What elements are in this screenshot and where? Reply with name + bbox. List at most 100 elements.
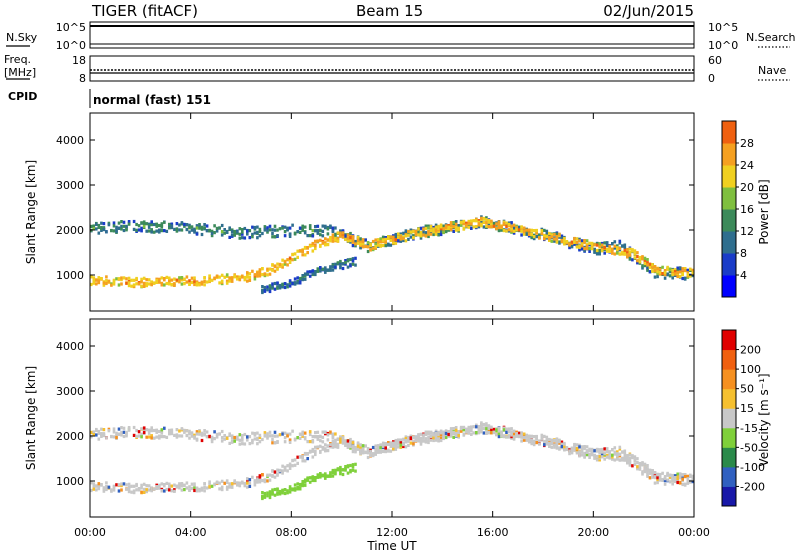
power-cell: [293, 282, 297, 286]
power-cell: [505, 224, 508, 228]
power-cell: [354, 256, 357, 260]
power-cell: [570, 240, 574, 244]
power-cell: [117, 226, 121, 230]
velocity-cell: [394, 444, 398, 448]
velocity-cell: [220, 436, 224, 440]
velocity-cell: [608, 450, 611, 454]
power-cell: [603, 241, 606, 245]
velocity-cell: [261, 473, 264, 477]
power-cell: [180, 282, 184, 286]
power-cell: [339, 229, 342, 233]
power-cell: [190, 228, 194, 232]
power-cell: [266, 267, 269, 271]
colorbar-swatch: [722, 209, 736, 232]
power-cell: [243, 226, 247, 231]
power-cell: [281, 226, 284, 230]
power-cell: [341, 235, 345, 239]
velocity-cell: [213, 483, 216, 487]
velocity-cell: [636, 467, 639, 471]
velocity-cell: [163, 489, 166, 493]
power-cell: [122, 276, 126, 280]
power-cell: [449, 221, 453, 225]
power-cell: [246, 271, 249, 275]
power-cell: [316, 231, 320, 235]
velocity-cell: [303, 431, 307, 435]
power-cell: [580, 242, 584, 246]
power-cell: [583, 248, 586, 252]
power-cell: [374, 242, 377, 246]
power-cell: [545, 229, 549, 233]
velocity-cell: [248, 435, 252, 439]
power-cell: [490, 221, 493, 225]
power-cell: [127, 276, 131, 280]
power-cell: [145, 278, 148, 282]
velocity-cell: [500, 434, 503, 438]
velocity-cell: [175, 428, 179, 432]
power-cell: [241, 228, 244, 232]
velocity-cell: [535, 434, 538, 439]
velocity-cell: [369, 453, 372, 458]
power-cell: [112, 224, 116, 228]
power-cell: [540, 231, 544, 235]
power-cell: [140, 221, 143, 225]
velocity-cell: [160, 431, 164, 435]
power-cell: [200, 227, 204, 231]
power-cell: [319, 266, 322, 270]
colorbar-swatch: [722, 447, 736, 468]
velocity-cell: [600, 455, 604, 459]
power-cell: [359, 242, 362, 246]
velocity-cell: [427, 438, 430, 442]
power-cell: [387, 242, 390, 246]
power-cell: [102, 283, 106, 287]
power-cell: [568, 246, 571, 250]
velocity-cell: [308, 430, 312, 434]
velocity-cell: [454, 431, 458, 436]
velocity-cell: [512, 437, 516, 441]
velocity-cell: [296, 487, 299, 491]
velocity-cell: [306, 476, 309, 480]
power-cell: [548, 235, 551, 239]
velocity-cell: [311, 475, 315, 479]
velocity-cell: [530, 434, 533, 438]
power-cell: [155, 280, 158, 284]
velocity-cell: [414, 438, 418, 443]
power-cell: [548, 238, 551, 242]
velocity-cell: [387, 442, 390, 446]
power-cell: [374, 238, 377, 242]
power-cell: [278, 283, 282, 288]
velocity-cell: [311, 449, 315, 453]
power-cell: [331, 239, 335, 243]
velocity-cell: [150, 436, 153, 440]
power-cell: [376, 241, 380, 245]
velocity-cell: [434, 431, 438, 435]
power-cell: [628, 257, 632, 261]
power-cell: [311, 271, 315, 275]
power-cell: [225, 230, 229, 234]
power-cell: [452, 225, 455, 229]
power-cell: [648, 265, 652, 269]
power-cell: [543, 228, 546, 232]
velocity-xlabel: Time UT: [366, 539, 417, 553]
velocity-cell: [105, 487, 108, 492]
velocity-cell: [686, 477, 690, 481]
power-cell: [381, 238, 385, 242]
x-tick-label: 16:00: [477, 526, 509, 539]
velocity-cell: [213, 437, 216, 441]
velocity-cell: [424, 430, 428, 434]
velocity-cell: [683, 482, 687, 486]
velocity-cell: [246, 435, 249, 439]
power-cell: [613, 252, 617, 256]
velocity-cell: [658, 473, 662, 477]
velocity-cell: [140, 486, 143, 490]
power-cell: [253, 277, 257, 281]
power-cell: [130, 284, 133, 288]
power-cell: [246, 272, 249, 276]
velocity-cell: [349, 437, 352, 442]
power-cell: [203, 226, 206, 230]
velocity-cell: [462, 425, 466, 429]
velocity-cell: [268, 430, 272, 434]
power-cell: [117, 221, 121, 225]
velocity-cell: [92, 487, 96, 491]
velocity-cell: [263, 491, 267, 496]
velocity-cell: [331, 442, 335, 446]
